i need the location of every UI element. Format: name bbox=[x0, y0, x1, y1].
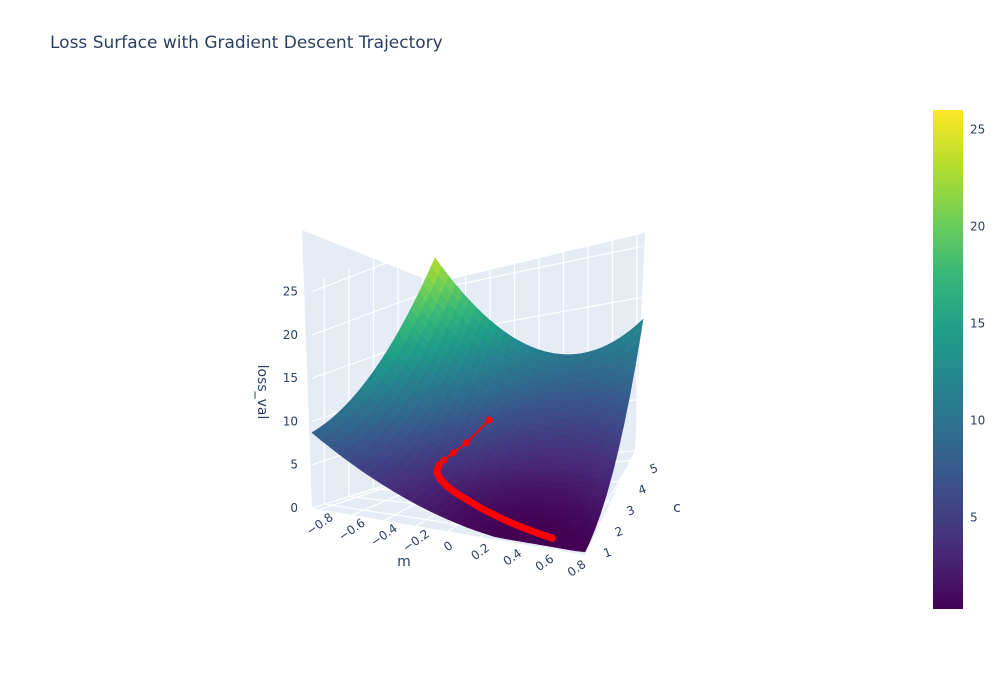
trajectory-point[interactable] bbox=[485, 416, 493, 424]
z-tick-label: 5 bbox=[290, 458, 298, 472]
colorbar-tick-label: 10 bbox=[970, 414, 985, 428]
y-axis-title: c bbox=[673, 500, 681, 516]
colorbar-tick-label: 20 bbox=[970, 219, 985, 233]
surface-patch bbox=[577, 543, 590, 549]
z-axis-ticks: 0 5 10 15 20 25 bbox=[283, 285, 298, 515]
x-tick-label: 0.8 bbox=[565, 557, 589, 579]
x-tick-label: 0.2 bbox=[468, 541, 492, 563]
colorbar-tick-label: 25 bbox=[970, 122, 985, 136]
x-tick-label: −0.6 bbox=[336, 516, 368, 544]
chart-title: Loss Surface with Gradient Descent Traje… bbox=[50, 33, 443, 53]
trajectory-point[interactable] bbox=[440, 456, 448, 464]
trajectory-point[interactable] bbox=[449, 449, 457, 457]
y-tick-label: 2 bbox=[613, 524, 625, 540]
x-tick-label: 0.6 bbox=[533, 552, 557, 574]
loss-surface bbox=[311, 257, 644, 553]
x-tick-label: 0.4 bbox=[501, 546, 525, 568]
surface-patch bbox=[575, 547, 588, 553]
z-tick-label: 15 bbox=[283, 371, 298, 385]
x-tick-label: −0.4 bbox=[368, 521, 400, 549]
z-axis-title: loss_val bbox=[254, 365, 270, 420]
surface-patch bbox=[583, 529, 596, 536]
x-axis-title: m bbox=[397, 554, 411, 570]
y-tick-label: 5 bbox=[648, 461, 660, 477]
surface-patch bbox=[581, 534, 594, 540]
z-tick-label: 0 bbox=[290, 501, 298, 515]
colorbar-ticks: 5 10 15 20 25 bbox=[970, 122, 985, 524]
x-tick-label: −0.2 bbox=[400, 527, 432, 555]
z-tick-label: 10 bbox=[283, 414, 298, 428]
trajectory-point[interactable] bbox=[462, 439, 470, 447]
y-tick-label: 4 bbox=[636, 482, 648, 498]
y-axis-ticks: 123 45 bbox=[601, 461, 659, 561]
surface-patch bbox=[579, 538, 592, 544]
z-tick-label: 20 bbox=[283, 328, 298, 342]
colorbar bbox=[933, 110, 963, 609]
z-tick-label: 25 bbox=[283, 285, 298, 299]
gradient-descent-trajectory bbox=[433, 416, 556, 542]
x-tick-label: −0.8 bbox=[304, 510, 336, 538]
colorbar-tick-label: 5 bbox=[970, 511, 978, 525]
x-tick-label: 0 bbox=[441, 538, 455, 554]
y-tick-label: 3 bbox=[625, 503, 637, 519]
y-tick-label: 1 bbox=[601, 545, 613, 561]
trajectory-point[interactable] bbox=[548, 534, 556, 542]
colorbar-tick-label: 15 bbox=[970, 317, 985, 331]
